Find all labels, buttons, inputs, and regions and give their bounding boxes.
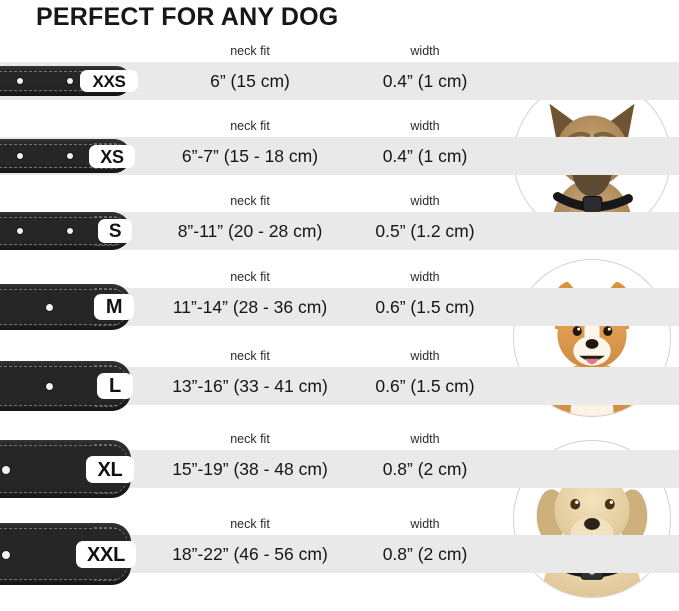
- width-value: 0.6” (1.5 cm): [375, 297, 475, 317]
- size-badge: L: [97, 373, 133, 399]
- column-header-neck-fit: neck fit: [230, 517, 270, 531]
- column-header-neck-fit: neck fit: [230, 432, 270, 446]
- width-value: 0.8” (2 cm): [382, 459, 468, 479]
- column-header-neck-fit: neck fit: [230, 44, 270, 58]
- neck-fit-value: 6”-7” (15 - 18 cm): [181, 146, 319, 166]
- table-row: S neck fit width 8”-11” (20 - 28 cm) 0.5…: [0, 190, 679, 270]
- column-header-width: width: [410, 432, 440, 446]
- column-header-neck-fit: neck fit: [230, 270, 270, 284]
- neck-fit-value: 18”-22” (46 - 56 cm): [172, 544, 328, 564]
- neck-fit-value: 6” (15 cm): [210, 71, 290, 91]
- table-row: XL neck fit width 15”-19” (38 - 48 cm) 0…: [0, 428, 679, 508]
- table-row: XXL neck fit width 18”-22” (46 - 56 cm) …: [0, 513, 679, 593]
- page-title: PERFECT FOR ANY DOG: [36, 3, 339, 31]
- size-badge: XXS: [80, 70, 138, 92]
- neck-fit-value: 13”-16” (33 - 41 cm): [172, 376, 328, 396]
- column-header-neck-fit: neck fit: [230, 349, 270, 363]
- column-header-neck-fit: neck fit: [230, 119, 270, 133]
- size-badge: XL: [86, 456, 134, 483]
- neck-fit-value: 11”-14” (28 - 36 cm): [172, 297, 328, 317]
- width-value: 0.6” (1.5 cm): [375, 376, 475, 396]
- column-header-neck-fit: neck fit: [230, 194, 270, 208]
- column-header-width: width: [410, 517, 440, 531]
- width-value: 0.5” (1.2 cm): [375, 221, 475, 241]
- column-header-width: width: [410, 119, 440, 133]
- column-header-width: width: [410, 44, 440, 58]
- neck-fit-value: 8”-11” (20 - 28 cm): [177, 221, 323, 241]
- width-value: 0.4” (1 cm): [382, 71, 468, 91]
- column-header-width: width: [410, 270, 440, 284]
- column-header-width: width: [410, 349, 440, 363]
- table-row: L neck fit width 13”-16” (33 - 41 cm) 0.…: [0, 345, 679, 425]
- table-row: M neck fit width 11”-14” (28 - 36 cm) 0.…: [0, 266, 679, 346]
- width-value: 0.8” (2 cm): [382, 544, 468, 564]
- width-value: 0.4” (1 cm): [382, 146, 468, 166]
- table-row: XXS neck fit width 6” (15 cm) 0.4” (1 cm…: [0, 40, 679, 120]
- size-badge: XXL: [76, 541, 136, 568]
- table-row: XS neck fit width 6”-7” (15 - 18 cm) 0.4…: [0, 115, 679, 195]
- neck-fit-value: 15”-19” (38 - 48 cm): [172, 459, 328, 479]
- size-badge: S: [98, 219, 132, 243]
- size-badge: XS: [89, 145, 135, 168]
- size-badge: M: [94, 294, 134, 320]
- column-header-width: width: [410, 194, 440, 208]
